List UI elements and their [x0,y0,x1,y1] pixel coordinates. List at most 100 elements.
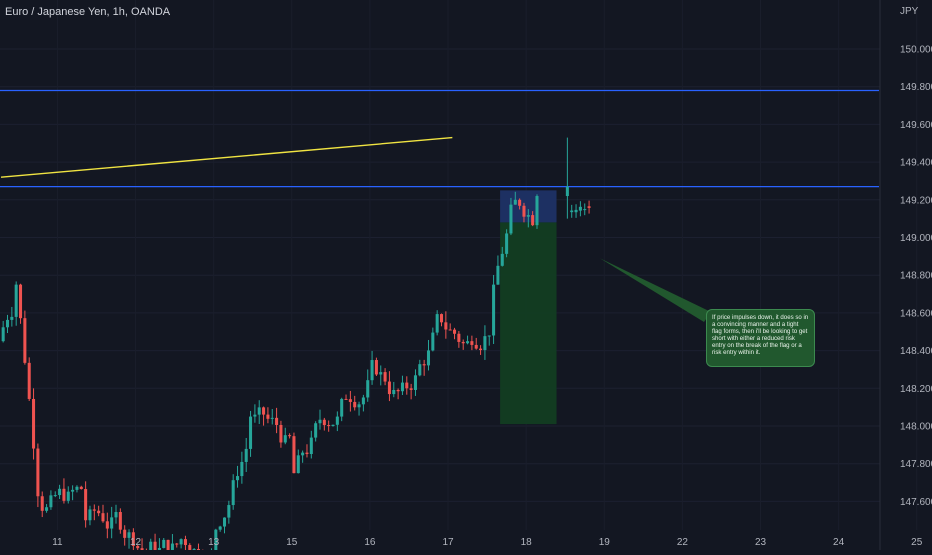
candle-body [318,420,321,423]
candle [71,485,74,500]
candle-body [275,418,278,425]
candle [366,369,369,401]
candle-body [440,314,443,322]
price-tick-label: 148.800 [900,271,932,282]
candle-body [522,206,525,217]
candle-body [32,399,35,449]
candle-body [84,489,87,520]
candle-body [249,417,252,449]
price-tick-label: 149.000 [900,233,932,244]
candle-body [496,266,499,285]
candle-body [271,418,274,419]
candle-body [19,285,22,319]
candle [54,491,57,497]
candle [384,368,387,385]
candle-body [301,453,304,456]
candle [405,376,408,394]
candle [449,323,452,330]
candle-body [310,438,313,454]
candle [457,331,460,348]
candle-body [583,209,586,210]
candle [149,539,152,550]
candle [423,360,426,376]
candle-body [93,509,96,510]
candle [453,328,456,339]
candle-body [180,539,183,544]
candle [62,478,65,503]
candle-body [80,487,83,489]
candle-body [45,507,48,511]
candle-body [327,425,330,426]
candle [162,538,165,548]
candle-body [114,512,117,517]
candle-body [575,210,578,212]
candle-body [97,511,100,513]
candle-body [397,390,400,391]
time-tick-label: 13 [208,537,220,548]
candle [106,513,109,539]
time-tick-label: 17 [442,537,454,548]
candle [188,543,191,550]
candle-body [340,399,343,417]
candle [462,340,465,350]
price-tick-label: 148.600 [900,308,932,319]
candle-body [154,542,157,550]
candle-body [292,436,295,473]
candle [80,486,83,490]
candle-body [279,425,282,442]
candle-body [223,518,226,527]
candle-body [41,496,44,511]
candle [10,307,13,327]
candle-body [171,544,174,550]
time-tick-label: 25 [911,537,923,548]
candle-body [366,380,369,397]
annotation-callout[interactable]: If price impulses down, it does so in a … [706,309,815,367]
candle [349,391,352,412]
candle [232,474,235,510]
candle [19,284,22,324]
time-tick-label: 16 [364,537,376,548]
candle-body [101,513,104,521]
candle [575,204,578,218]
candle-body [36,449,39,497]
candle-body [479,349,482,350]
candle [579,201,582,216]
candle [45,504,48,513]
candle [440,314,443,327]
candle-body [483,336,486,350]
candle [375,358,378,376]
profit-target-zone[interactable] [500,222,556,424]
candle [566,138,569,219]
candle [292,433,295,474]
yellow-trend-line[interactable] [1,138,452,178]
candle-body [236,476,239,480]
candle [401,376,404,395]
candle [410,384,413,399]
candle-body [288,435,291,436]
candle [444,311,447,338]
candle-body [444,322,447,329]
candle-body [384,372,387,381]
price-tick-label: 149.200 [900,195,932,206]
candle-body [232,480,235,505]
candle-body [123,530,126,538]
candle [475,338,478,350]
candle-body [405,383,408,389]
candle [414,369,417,396]
candle [41,492,44,518]
candle [297,450,300,474]
candle [171,534,174,550]
candle [588,201,591,214]
candle [249,411,252,457]
candle [340,398,343,421]
candle [362,395,365,412]
candle [314,421,317,441]
candle-body [345,399,348,400]
candle-body [323,420,326,425]
price-axis[interactable]: 150.000149.800149.600149.400149.200149.0… [900,45,932,508]
candle-body [49,495,52,507]
trend-lines[interactable] [1,138,452,178]
